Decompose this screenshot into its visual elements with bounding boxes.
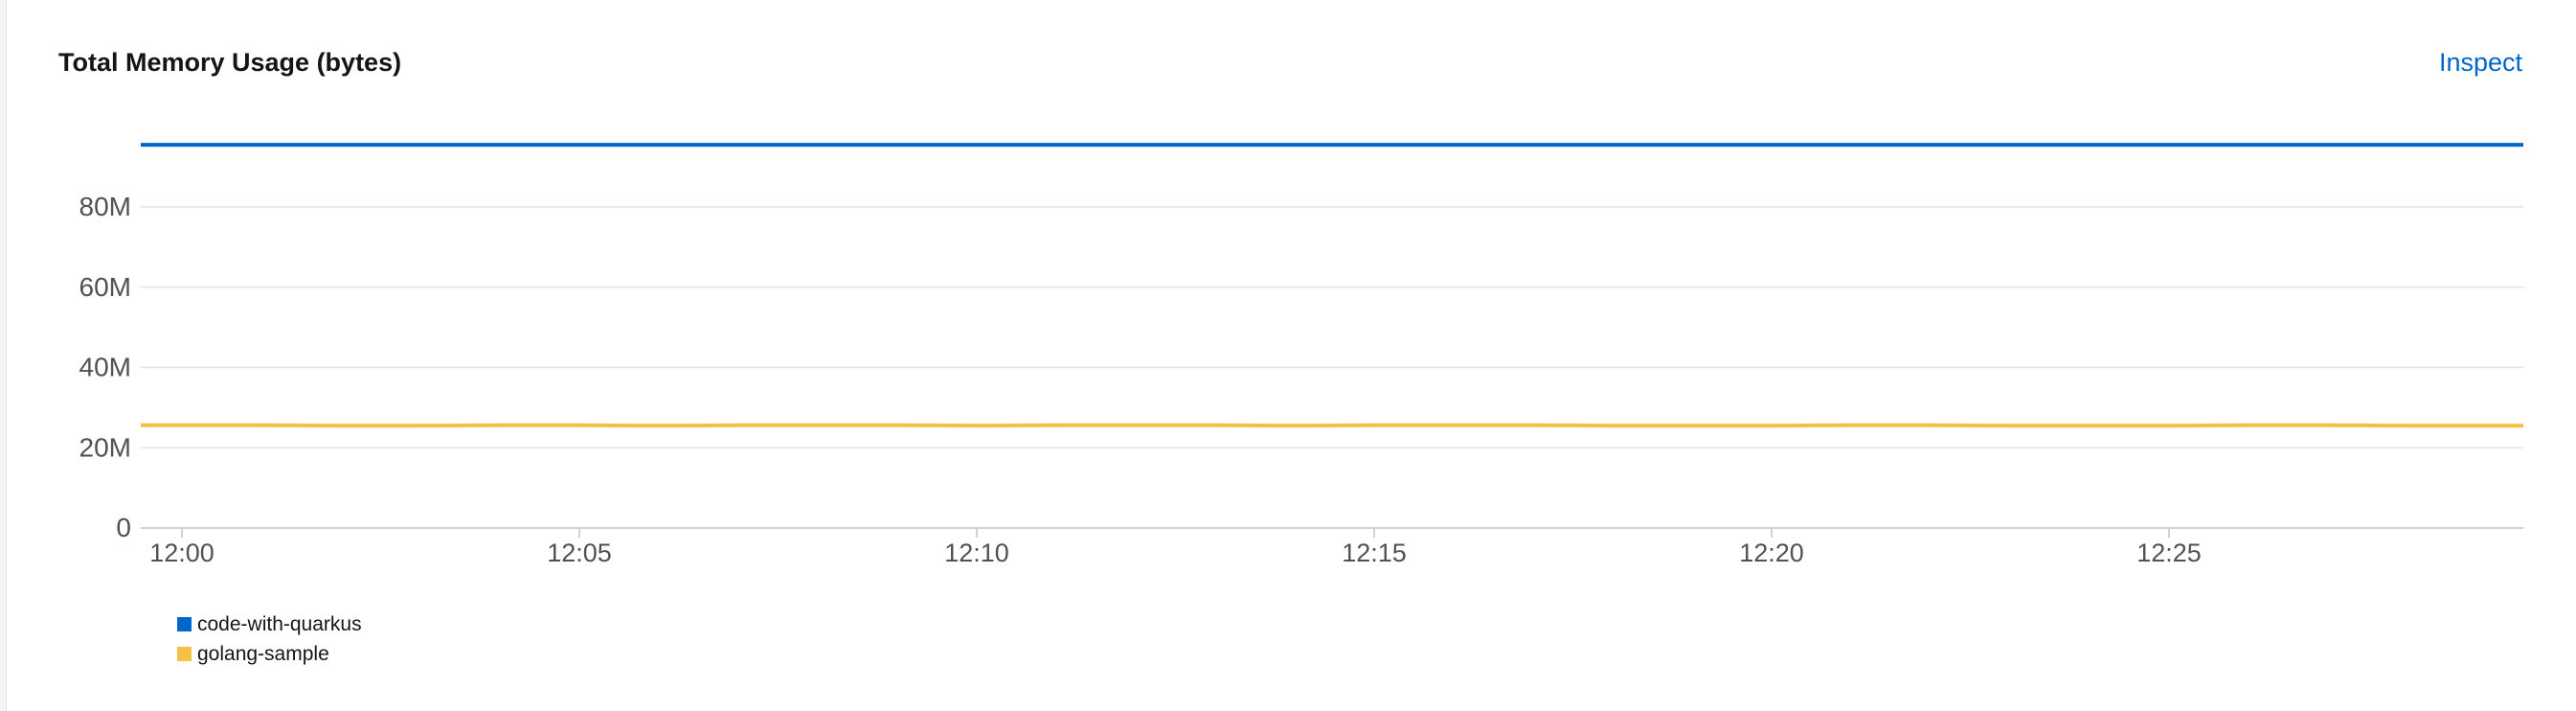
x-axis: 12:00 12:05 12:10 12:15 12:20 12:25 (149, 528, 2202, 567)
legend-label: golang-sample (197, 643, 329, 666)
legend-item-golang-sample[interactable]: golang-sample (177, 639, 362, 669)
y-tick-label: 0 (116, 513, 131, 542)
y-tick-label: 20M (79, 432, 131, 462)
y-tick-label: 80M (79, 192, 131, 221)
legend-item-code-with-quarkus[interactable]: code-with-quarkus (177, 609, 362, 639)
y-tick-label: 60M (79, 272, 131, 302)
memory-usage-card: Total Memory Usage (bytes) Inspect 0 20M 4… (6, 0, 2576, 711)
legend-swatch (177, 617, 192, 631)
x-tick-label: 12:10 (944, 539, 1009, 567)
legend-label: code-with-quarkus (197, 613, 362, 636)
legend-swatch (177, 647, 192, 661)
chart-legend: code-with-quarkus golang-sample (177, 609, 362, 669)
x-tick-label: 12:00 (149, 539, 215, 567)
y-axis-labels: 0 20M 40M 60M 80M (79, 192, 131, 542)
series-lines (141, 145, 2523, 425)
x-tick-label: 12:15 (1342, 539, 1407, 567)
x-tick-label: 12:25 (2136, 539, 2202, 567)
y-tick-label: 40M (79, 353, 131, 382)
grid-lines (141, 207, 2523, 528)
x-tick-label: 12:05 (547, 539, 612, 567)
x-tick-label: 12:20 (1739, 539, 1804, 567)
